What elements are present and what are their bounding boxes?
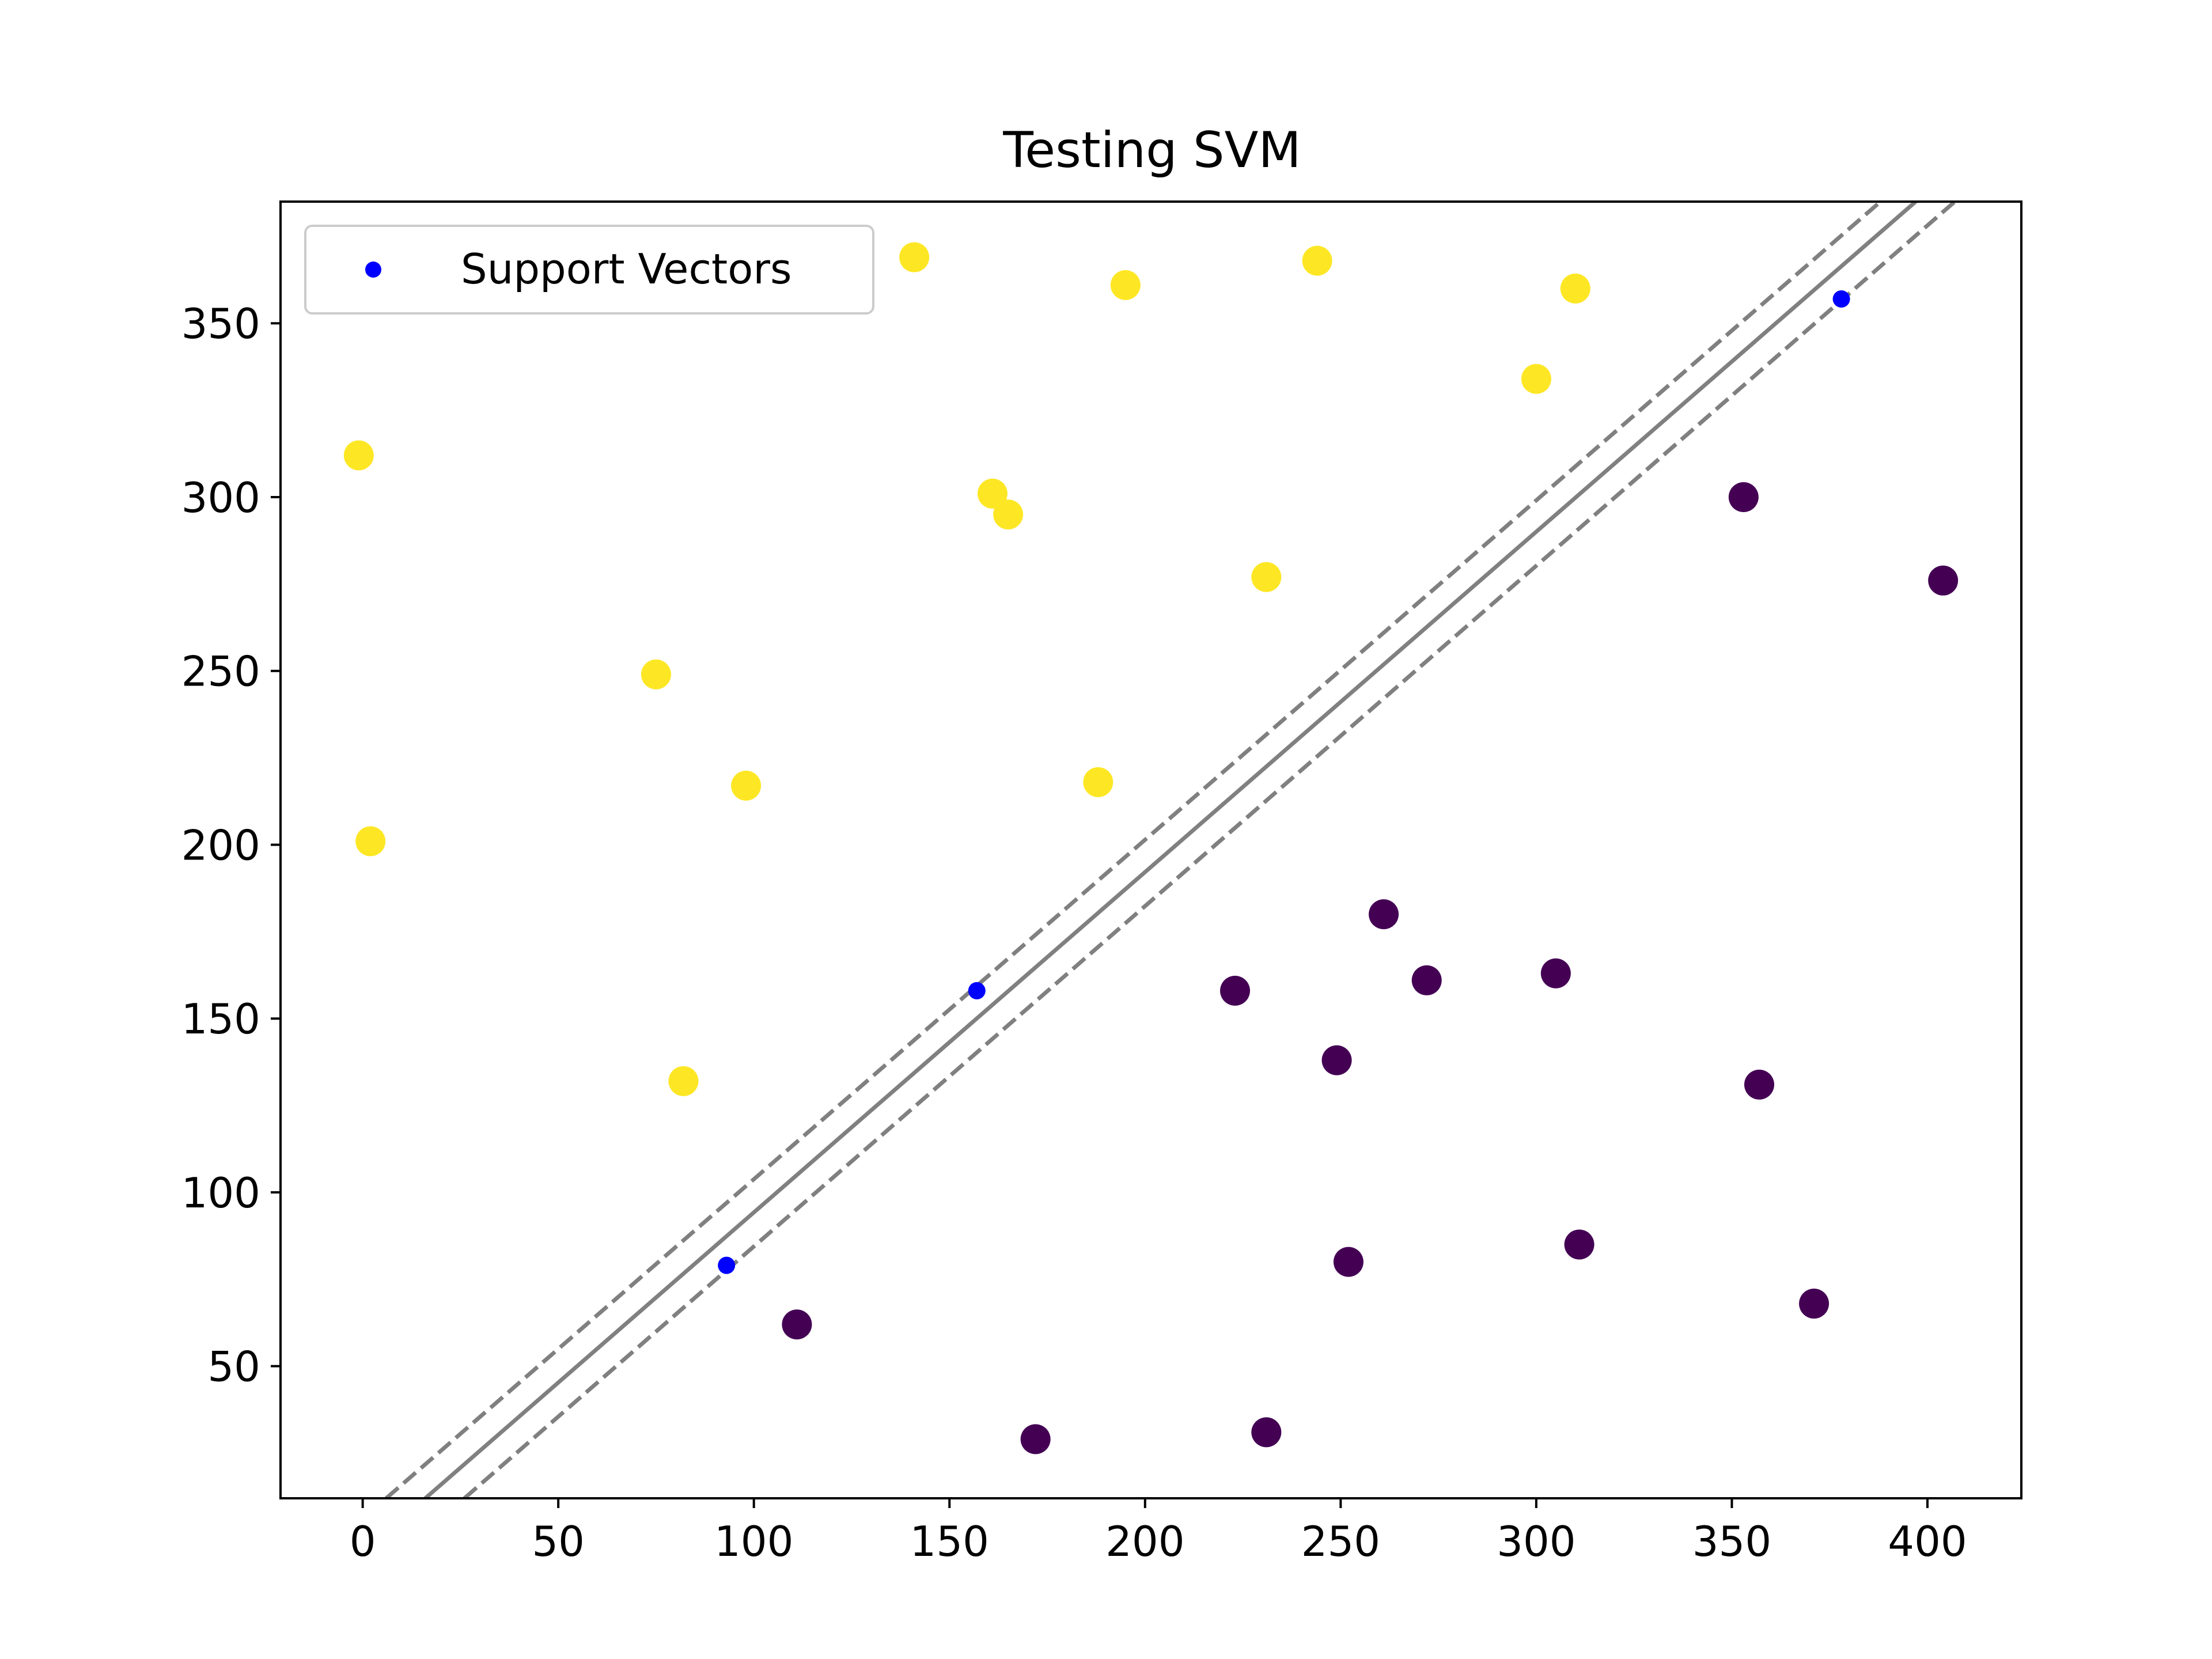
data-point-class-2 (1251, 1417, 1282, 1448)
data-point-class-1 (993, 499, 1024, 530)
data-point-class-2 (782, 1309, 812, 1340)
y-tick-label: 150 (181, 995, 260, 1043)
data-point-class-2 (1411, 965, 1442, 995)
y-tick-label: 50 (207, 1343, 260, 1391)
x-tick-label: 0 (350, 1517, 376, 1566)
data-point-class-1 (1302, 245, 1332, 276)
data-point-class-2 (1321, 1045, 1352, 1075)
data-point-class-2 (1020, 1424, 1051, 1455)
data-point-class-2 (1744, 1069, 1775, 1100)
data-point-class-1 (899, 242, 930, 272)
support-vector-point (968, 982, 986, 999)
data-point-class-1 (343, 440, 374, 471)
legend-marker-support-vectors (365, 262, 381, 278)
chart-title: Testing SVM (1002, 122, 1301, 179)
data-point-class-1 (668, 1066, 699, 1096)
plot-points-layer (343, 242, 1959, 1455)
axes-layer: 0 50 100 150 200 250 300 350 400 50 100 150 200 250 30… (181, 200, 2022, 1566)
data-point-class-2 (1369, 899, 1399, 930)
legend: Support Vectors (304, 225, 874, 315)
data-point-class-2 (1220, 975, 1251, 1006)
x-tick-label: 250 (1301, 1517, 1380, 1566)
data-point-class-1 (1521, 363, 1551, 394)
x-tick-label: 150 (910, 1517, 989, 1566)
y-tick-label: 300 (181, 474, 260, 522)
legend-box (304, 225, 874, 315)
y-tick-label: 200 (181, 821, 260, 869)
y-tick-label: 250 (181, 647, 260, 696)
decision-boundary-line (423, 202, 1917, 1498)
data-point-class-1 (977, 478, 1007, 509)
plot-frame (279, 200, 2022, 1499)
legend-label-support-vectors: Support Vectors (461, 245, 791, 293)
x-tick-label: 50 (532, 1517, 585, 1566)
data-point-class-1 (1251, 562, 1282, 592)
data-point-class-1 (731, 770, 762, 801)
data-point-class-1 (355, 826, 386, 857)
x-tick-label: 300 (1497, 1517, 1575, 1566)
x-tick-label: 200 (1105, 1517, 1184, 1566)
support-vector-point (1832, 290, 1850, 308)
support-vector-point (718, 1256, 736, 1274)
data-point-class-2 (1333, 1247, 1363, 1277)
data-point-class-1 (1560, 273, 1590, 304)
data-point-class-1 (641, 659, 671, 690)
margin-line-upper (385, 202, 1882, 1498)
plot-lines-layer (385, 202, 1956, 1498)
data-point-class-2 (1928, 565, 1959, 596)
data-point-class-1 (1083, 767, 1113, 797)
data-point-class-2 (1540, 958, 1571, 988)
x-tick-label: 350 (1692, 1517, 1771, 1566)
y-tick-label: 350 (181, 300, 260, 348)
data-point-class-2 (1728, 482, 1759, 512)
x-tick-label: 400 (1888, 1517, 1967, 1566)
data-point-class-2 (1799, 1289, 1830, 1319)
data-point-class-2 (1564, 1229, 1594, 1260)
x-tick-label: 100 (714, 1517, 793, 1566)
margin-line-lower (463, 202, 1956, 1498)
data-point-class-1 (1110, 270, 1141, 300)
y-tick-label: 100 (181, 1169, 260, 1217)
